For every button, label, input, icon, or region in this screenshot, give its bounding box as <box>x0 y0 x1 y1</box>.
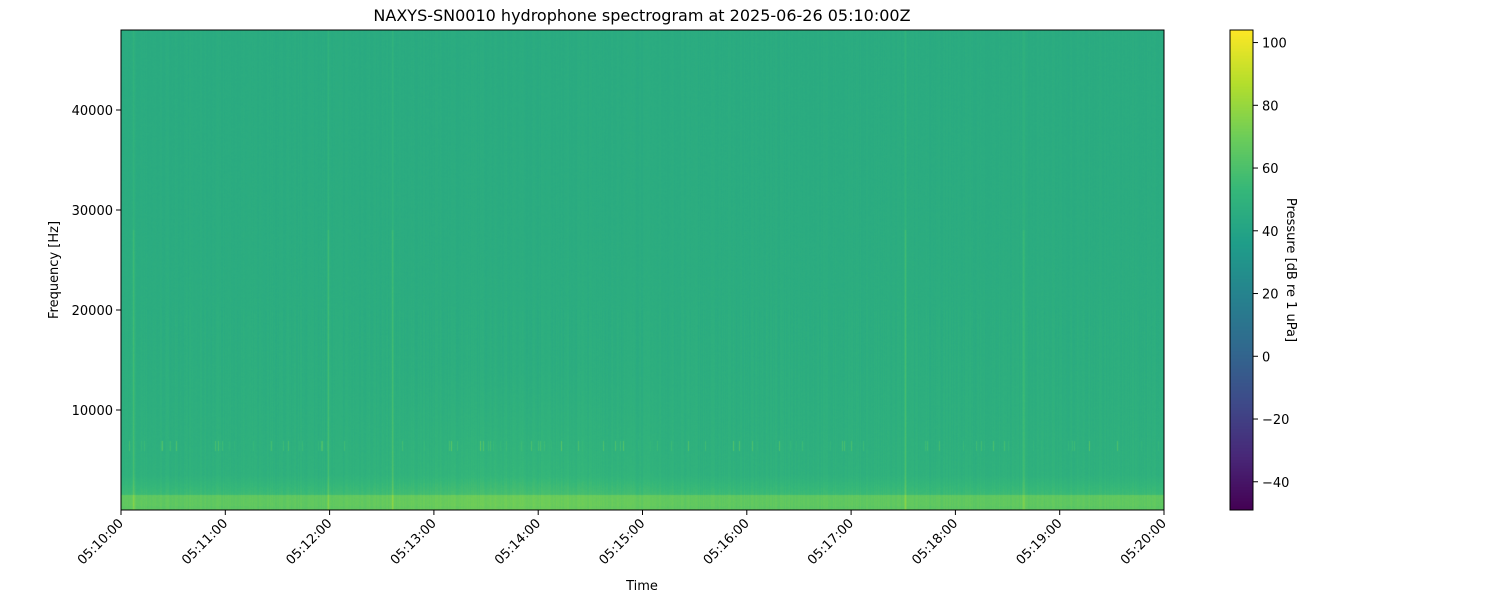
x-tick-label: 05:15:00 <box>596 516 648 568</box>
y-tick-label: 40000 <box>72 104 113 119</box>
y-axis-label: Frequency [Hz] <box>47 221 62 319</box>
x-tick-label: 05:20:00 <box>1118 516 1170 568</box>
chart-title: NAXYS-SN0010 hydrophone spectrogram at 2… <box>373 6 910 25</box>
colorbar-tick-label: 100 <box>1262 37 1287 52</box>
colorbar-tick-label: 0 <box>1262 350 1270 365</box>
x-tick-label: 05:18:00 <box>909 516 961 568</box>
colorbar-tick-label: 40 <box>1262 225 1279 240</box>
colorbar-frame <box>1229 29 1254 511</box>
x-tick-label: 05:16:00 <box>701 516 753 568</box>
colorbar-tick-label: 80 <box>1262 99 1279 114</box>
x-tick-label: 05:10:00 <box>75 516 127 568</box>
y-axis: 10000 20000 30000 40000 <box>72 104 121 419</box>
colorbar-tick-label: 60 <box>1262 162 1279 177</box>
x-tick-label: 05:17:00 <box>805 516 857 568</box>
colorbar-gradient <box>1230 30 1253 510</box>
colorbar-tick-label: −40 <box>1262 476 1289 491</box>
x-tick-label: 05:12:00 <box>284 516 336 568</box>
x-axis-label: Time <box>625 579 658 594</box>
colorbar-label: Pressure [dB re 1 uPa] <box>1283 198 1298 342</box>
y-tick-label: 20000 <box>72 304 113 319</box>
spectrogram-heatmap <box>121 30 1164 510</box>
x-tick-label: 05:11:00 <box>179 516 231 568</box>
y-tick-label: 30000 <box>72 204 113 219</box>
colorbar-tick-label: −20 <box>1262 413 1289 428</box>
colorbar-axis: −40 −20 0 20 40 60 80 100 <box>1253 37 1289 491</box>
x-tick-label: 05:13:00 <box>388 516 440 568</box>
colorbar-tick-label: 20 <box>1262 288 1279 303</box>
plot-frame <box>120 29 1165 511</box>
x-axis: 05:10:00 05:11:00 05:12:00 05:13:00 05:14:00… <box>75 510 1170 568</box>
x-tick-label: 05:14:00 <box>492 516 544 568</box>
x-tick-label: 05:19:00 <box>1014 516 1066 568</box>
y-tick-label: 10000 <box>72 404 113 419</box>
